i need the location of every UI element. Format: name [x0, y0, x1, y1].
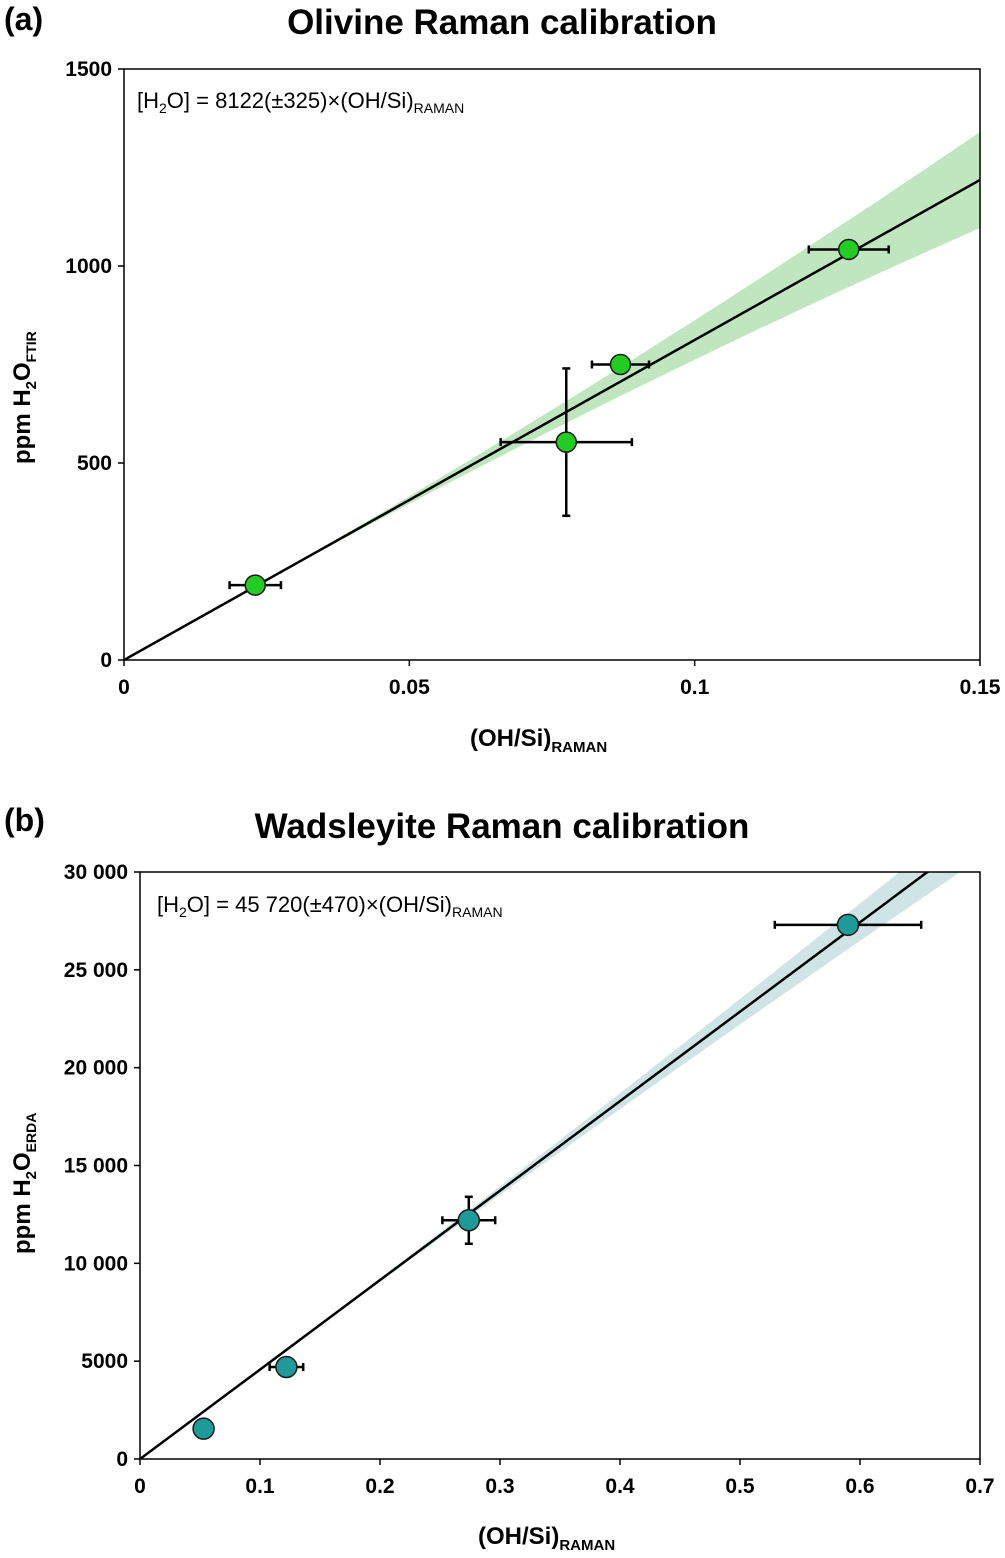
x-tick-label: 0.2 — [365, 1475, 394, 1498]
y-tick-label: 25 000 — [64, 959, 128, 982]
equation-a: [H2O] = 8122(±325)×(OH/Si)RAMAN — [137, 88, 464, 116]
fit-line — [140, 872, 930, 1459]
point-marker — [192, 1417, 215, 1440]
equation-b: [H2O] = 45 720(±470)×(OH/Si)RAMAN — [157, 892, 503, 920]
point-marker — [609, 353, 632, 376]
x-tick-label: 0.4 — [605, 1475, 635, 1498]
x-tick-label: 0.5 — [725, 1475, 755, 1498]
y-tick-label: 1000 — [65, 255, 112, 278]
x-tick-label: 0 — [134, 1475, 146, 1498]
y-tick-label: 0 — [116, 1448, 128, 1471]
x-tick-label: 0.6 — [845, 1475, 874, 1498]
x-tick-label: 0.7 — [965, 1475, 994, 1498]
x-tick-label: 0.15 — [960, 676, 1001, 699]
wadsleyite-chart: (b) Wadsleyite Raman calibration 0 0.1 0.2… — [4, 802, 995, 1554]
chart-title-b: Wadsleyite Raman calibration — [255, 807, 750, 846]
data-point — [499, 367, 634, 518]
point-marker — [837, 238, 860, 261]
point-marker — [457, 1209, 481, 1232]
plot-frame-a — [123, 68, 981, 661]
y-axis-label-b: ppm H2OERDA — [9, 1113, 40, 1254]
x-tick-label: 0.3 — [485, 1475, 514, 1498]
data-point — [192, 1417, 215, 1440]
x-tick-label: 0.1 — [245, 1475, 275, 1498]
fit-line — [124, 178, 980, 660]
x-tick-label: 0.05 — [389, 676, 430, 699]
y-axis-label-a: ppm H2OFTIR — [9, 331, 40, 464]
point-marker — [244, 574, 267, 596]
panel-label-a: (a) — [4, 1, 43, 37]
y-tick-label: 5000 — [81, 1350, 128, 1373]
data-point — [441, 1195, 497, 1246]
y-tick-label: 500 — [77, 452, 112, 475]
plot-frame-b — [139, 871, 981, 1460]
point-marker — [555, 431, 578, 453]
confidence-band — [140, 872, 961, 1459]
panel-label-b: (b) — [4, 802, 45, 838]
y-tick-label: 15 000 — [64, 1155, 128, 1178]
x-tick-label: 0.1 — [680, 676, 710, 699]
y-tick-label: 10 000 — [64, 1252, 128, 1275]
y-tick-label: 0 — [100, 649, 112, 672]
data-point — [807, 238, 890, 261]
point-marker — [275, 1355, 298, 1379]
x-tick-label: 0 — [118, 676, 130, 699]
data-point — [773, 913, 923, 937]
olivine-chart: (a) Olivine Raman calibration 0 0.05 0.1 0.… — [4, 1, 1001, 756]
y-tick-label: 30 000 — [64, 861, 128, 884]
y-tick-label: 1500 — [65, 58, 112, 81]
point-marker — [836, 913, 860, 937]
y-tick-label: 20 000 — [64, 1057, 128, 1080]
chart-title-a: Olivine Raman calibration — [287, 3, 717, 42]
data-point — [228, 574, 283, 596]
data-point — [268, 1355, 305, 1379]
x-axis-label-a: (OH/Si)RAMAN — [470, 725, 607, 756]
data-point — [590, 353, 651, 376]
x-axis-label-b: (OH/Si)RAMAN — [478, 1523, 615, 1554]
